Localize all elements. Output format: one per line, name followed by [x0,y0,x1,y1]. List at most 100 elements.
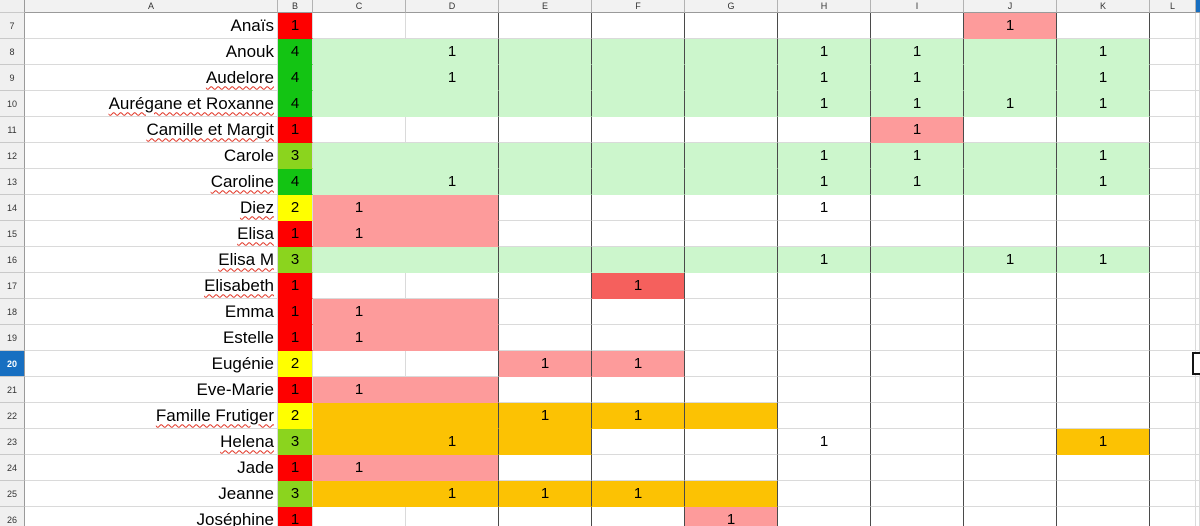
cell-J18[interactable] [964,299,1057,325]
cell-G22[interactable] [685,403,778,429]
cell-E17[interactable] [499,273,592,299]
cell-G21[interactable] [685,377,778,403]
cell-D25[interactable]: 1 [406,481,499,507]
cell-B15[interactable]: 1 [278,221,313,247]
cell-I26[interactable] [871,507,964,526]
cell-L14[interactable] [1150,195,1196,221]
cell-C8[interactable] [313,39,406,65]
cell-D19[interactable] [406,325,499,351]
cell-F26[interactable] [592,507,685,526]
cell-E9[interactable] [499,65,592,91]
cell-E22[interactable]: 1 [499,403,592,429]
cell-G17[interactable] [685,273,778,299]
cell-H15[interactable] [778,221,871,247]
row-header-19[interactable]: 19 [0,325,25,351]
cell-A24[interactable]: Jade [25,455,278,481]
cell-B21[interactable]: 1 [278,377,313,403]
cell-B17[interactable]: 1 [278,273,313,299]
column-header-I[interactable]: I [871,0,964,13]
cell-E11[interactable] [499,117,592,143]
row-header-14[interactable]: 14 [0,195,25,221]
cell-F24[interactable] [592,455,685,481]
cell-B25[interactable]: 3 [278,481,313,507]
cell-A9[interactable]: Audelore [25,65,278,91]
row-header-7[interactable]: 7 [0,13,25,39]
cell-I20[interactable] [871,351,964,377]
cell-A21[interactable]: Eve-Marie [25,377,278,403]
cell-I11[interactable]: 1 [871,117,964,143]
cell-F11[interactable] [592,117,685,143]
cell-F8[interactable] [592,39,685,65]
cell-offscreen-sliver-24[interactable] [1196,455,1200,481]
cell-K13[interactable]: 1 [1057,169,1150,195]
cell-D16[interactable] [406,247,499,273]
cell-D13[interactable]: 1 [406,169,499,195]
cell-K14[interactable] [1057,195,1150,221]
cell-L15[interactable] [1150,221,1196,247]
cell-K19[interactable] [1057,325,1150,351]
cell-G7[interactable] [685,13,778,39]
cell-A11[interactable]: Camille et Margit [25,117,278,143]
cell-C23[interactable] [313,429,406,455]
cell-I16[interactable] [871,247,964,273]
cell-offscreen-sliver-15[interactable] [1196,221,1200,247]
cell-H22[interactable] [778,403,871,429]
cell-G19[interactable] [685,325,778,351]
cell-F21[interactable] [592,377,685,403]
cell-G11[interactable] [685,117,778,143]
cell-J17[interactable] [964,273,1057,299]
cell-J12[interactable] [964,143,1057,169]
cell-C11[interactable] [313,117,406,143]
cell-J11[interactable] [964,117,1057,143]
row-header-8[interactable]: 8 [0,39,25,65]
cell-J25[interactable] [964,481,1057,507]
cell-G13[interactable] [685,169,778,195]
cell-D11[interactable] [406,117,499,143]
cell-K16[interactable]: 1 [1057,247,1150,273]
cell-K24[interactable] [1057,455,1150,481]
cell-H7[interactable] [778,13,871,39]
cell-A15[interactable]: Elisa [25,221,278,247]
row-header-16[interactable]: 16 [0,247,25,273]
cell-A16[interactable]: Elisa M [25,247,278,273]
row-header-23[interactable]: 23 [0,429,25,455]
cell-A22[interactable]: Famille Frutiger [25,403,278,429]
cell-A13[interactable]: Caroline [25,169,278,195]
cell-L22[interactable] [1150,403,1196,429]
cell-G18[interactable] [685,299,778,325]
cell-B26[interactable]: 1 [278,507,313,526]
cell-C18[interactable]: 1 [313,299,406,325]
cell-D26[interactable] [406,507,499,526]
cell-E13[interactable] [499,169,592,195]
cell-D8[interactable]: 1 [406,39,499,65]
corner-box[interactable] [0,0,25,13]
cell-G25[interactable] [685,481,778,507]
cell-F20[interactable]: 1 [592,351,685,377]
cell-H16[interactable]: 1 [778,247,871,273]
cell-L9[interactable] [1150,65,1196,91]
row-header-24[interactable]: 24 [0,455,25,481]
cell-offscreen-sliver-7[interactable] [1196,13,1200,39]
cell-I25[interactable] [871,481,964,507]
cell-J24[interactable] [964,455,1057,481]
cell-F14[interactable] [592,195,685,221]
cell-B20[interactable]: 2 [278,351,313,377]
cell-G12[interactable] [685,143,778,169]
row-header-20[interactable]: 20 [0,351,25,377]
cell-offscreen-sliver-9[interactable] [1196,65,1200,91]
cell-offscreen-sliver-19[interactable] [1196,325,1200,351]
cell-D18[interactable] [406,299,499,325]
cell-A8[interactable]: Anouk [25,39,278,65]
cell-D7[interactable] [406,13,499,39]
cell-J23[interactable] [964,429,1057,455]
cell-G15[interactable] [685,221,778,247]
column-header-L[interactable]: L [1150,0,1196,13]
column-header-H[interactable]: H [778,0,871,13]
cell-I21[interactable] [871,377,964,403]
cell-offscreen-sliver-23[interactable] [1196,429,1200,455]
cell-H18[interactable] [778,299,871,325]
column-header-C[interactable]: C [313,0,406,13]
column-header-next-selected[interactable] [1196,0,1200,13]
cell-K9[interactable]: 1 [1057,65,1150,91]
cell-F18[interactable] [592,299,685,325]
